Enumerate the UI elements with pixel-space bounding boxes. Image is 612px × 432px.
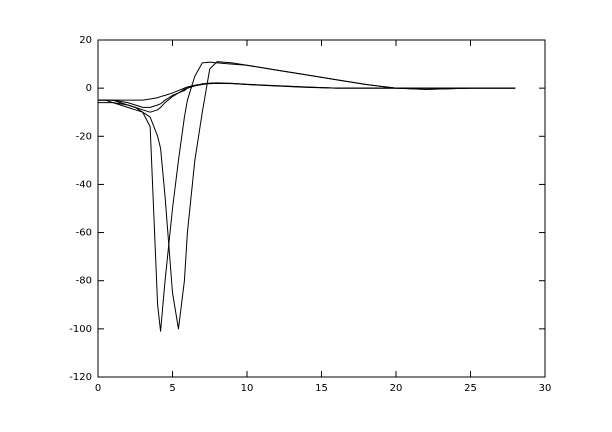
x-tick-label: 30 (539, 383, 552, 394)
y-tick-label: -40 (76, 179, 92, 190)
x-tick-label: 20 (390, 383, 403, 394)
line-series (98, 61, 516, 330)
y-tick-label: -80 (76, 276, 92, 287)
y-tick-label: -60 (76, 228, 92, 239)
y-tick-label: -120 (69, 372, 92, 383)
x-tick-label: 15 (315, 383, 328, 394)
x-tick-label: 5 (169, 383, 175, 394)
x-tick-label: 10 (241, 383, 254, 394)
y-tick-label: -20 (76, 131, 92, 142)
y-tick-label: 20 (79, 35, 92, 46)
y-tick-label: -100 (69, 324, 92, 335)
x-tick-label: 25 (464, 383, 477, 394)
line-series (98, 82, 516, 113)
y-tick-label: 0 (86, 83, 92, 94)
x-tick-label: 0 (95, 383, 101, 394)
